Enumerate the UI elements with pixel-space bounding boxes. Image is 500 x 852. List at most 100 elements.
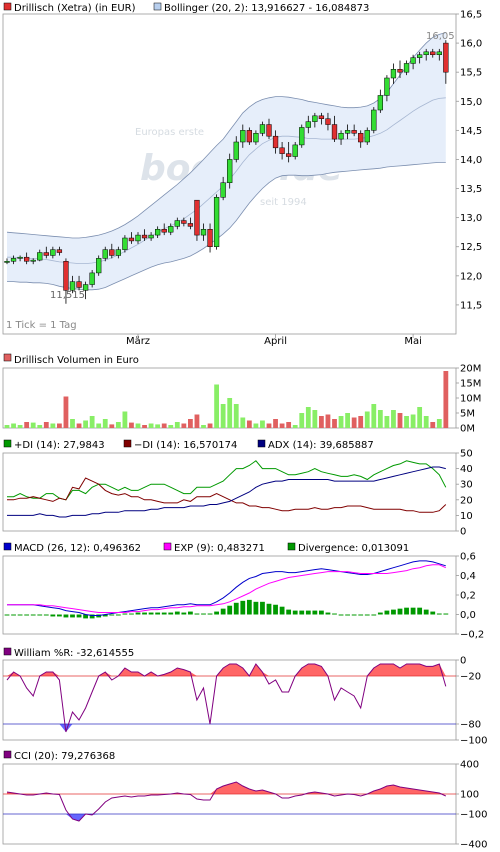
candle-body xyxy=(299,127,305,146)
x-axis-label: Mai xyxy=(404,336,422,347)
cci-plot-area xyxy=(2,763,457,845)
divergence-bar xyxy=(423,609,429,615)
candle-body xyxy=(338,133,344,140)
candle-body xyxy=(279,147,285,154)
divergence-bar xyxy=(292,610,298,615)
price-panel: Drillisch (Xetra) (in EUR) Bollinger (20… xyxy=(0,0,482,347)
pdi-legend-swatch xyxy=(3,439,12,448)
cci-axis-tick-label: 400 xyxy=(460,760,479,771)
volume-bar xyxy=(220,404,226,428)
candle-body xyxy=(76,281,82,288)
divergence-bar xyxy=(161,612,167,615)
divergence-bar xyxy=(279,606,285,615)
candle-body xyxy=(358,133,364,143)
volume-bar xyxy=(417,407,423,428)
macd-axis-tick-label: 0,6 xyxy=(460,552,476,563)
williams-axis-tick-label: −20 xyxy=(460,672,481,683)
williams-panel: William %R: -32,614555 0 −20 −80 −100 xyxy=(2,647,487,747)
divergence-bar xyxy=(227,605,233,615)
volume-bar xyxy=(443,371,449,428)
divergence-bar xyxy=(89,614,95,619)
candle-body xyxy=(227,159,233,183)
volume-bar xyxy=(240,417,246,428)
candle-body xyxy=(318,115,325,119)
candle-body xyxy=(96,258,102,274)
volume-bar xyxy=(4,425,10,428)
price-axis-tick-label: 13,0 xyxy=(460,213,482,224)
candle-body xyxy=(423,51,429,55)
volume-bar xyxy=(312,410,318,428)
price-axis-tick-label: 12,5 xyxy=(460,242,482,253)
divergence-bar xyxy=(122,613,128,615)
candle-body xyxy=(128,237,135,242)
volume-legend-swatch xyxy=(3,353,12,362)
candle-body xyxy=(312,115,318,122)
divergence-bar xyxy=(312,610,318,615)
volume-axis-tick-label: 10M xyxy=(460,394,481,405)
adx-legend-label: ADX (14): 39,685887 xyxy=(268,440,374,451)
volume-bar xyxy=(305,407,311,428)
candle-body xyxy=(305,121,311,128)
divergence-bar xyxy=(397,608,403,615)
candle-body xyxy=(4,261,10,263)
divergence-bar xyxy=(63,614,69,618)
volume-bar xyxy=(299,413,305,428)
divergence-bar xyxy=(102,614,108,617)
divergence-bar xyxy=(371,614,377,616)
volume-bar xyxy=(174,422,180,428)
divergence-bar xyxy=(351,614,357,616)
candle-body xyxy=(259,124,266,134)
macd-plot-area xyxy=(2,555,457,635)
volume-bar xyxy=(142,425,147,428)
volume-bar xyxy=(325,414,331,428)
volume-bar xyxy=(201,425,206,428)
macd-axis-tick-label: 0,0 xyxy=(460,610,476,621)
volume-axis-tick-label: 15M xyxy=(460,379,481,390)
divergence-bar xyxy=(207,613,213,615)
divergence-bar xyxy=(214,611,219,615)
divergence-bar xyxy=(43,614,49,616)
volume-axis-tick-label: 0M xyxy=(460,424,475,435)
price-axis-tick-label: 12,0 xyxy=(460,271,482,282)
candle-body xyxy=(109,249,115,256)
candle-body xyxy=(174,220,180,227)
divergence-bar xyxy=(430,611,436,615)
candle-body xyxy=(246,130,252,143)
macd-panel: MACD (26, 12): 0,496362 EXP (9): 0,48327… xyxy=(2,542,484,641)
divergence-bar xyxy=(109,614,115,616)
candle-body xyxy=(286,153,292,157)
candle-body xyxy=(89,272,95,285)
divergence-bar xyxy=(358,614,364,616)
candle-body xyxy=(135,234,141,242)
candle-body xyxy=(17,256,23,259)
candle-body xyxy=(344,130,351,134)
dmi-plot-area xyxy=(2,452,457,532)
divergence-bar xyxy=(384,610,390,615)
candle-body xyxy=(272,135,279,149)
candle-body xyxy=(430,51,436,55)
candle-body xyxy=(292,144,298,157)
volume-bar xyxy=(319,416,324,428)
volume-bar xyxy=(266,423,272,428)
volume-bar xyxy=(161,423,167,428)
volume-bar xyxy=(115,422,121,428)
volume-bar xyxy=(410,414,416,428)
price-axis-tick-label: 16,0 xyxy=(460,39,482,50)
candle-body xyxy=(37,252,43,261)
divergence-bar xyxy=(377,612,383,615)
volume-bar xyxy=(155,424,161,428)
dmi-axis-tick-label: 50 xyxy=(460,449,473,460)
macd-axis-tick-label: 0,2 xyxy=(460,591,476,602)
volume-bar xyxy=(188,419,193,428)
candle-body xyxy=(253,133,259,143)
divergence-bar xyxy=(50,614,56,617)
candle-body xyxy=(24,256,30,262)
divergence-bar xyxy=(233,602,239,615)
candle-body xyxy=(351,130,357,134)
candle-body xyxy=(240,130,246,143)
candle-body xyxy=(63,261,69,291)
divergence-bar xyxy=(220,608,226,615)
volume-bar xyxy=(122,411,128,428)
price-axis-tick-label: 14,5 xyxy=(460,126,482,137)
candle-body xyxy=(102,249,108,259)
